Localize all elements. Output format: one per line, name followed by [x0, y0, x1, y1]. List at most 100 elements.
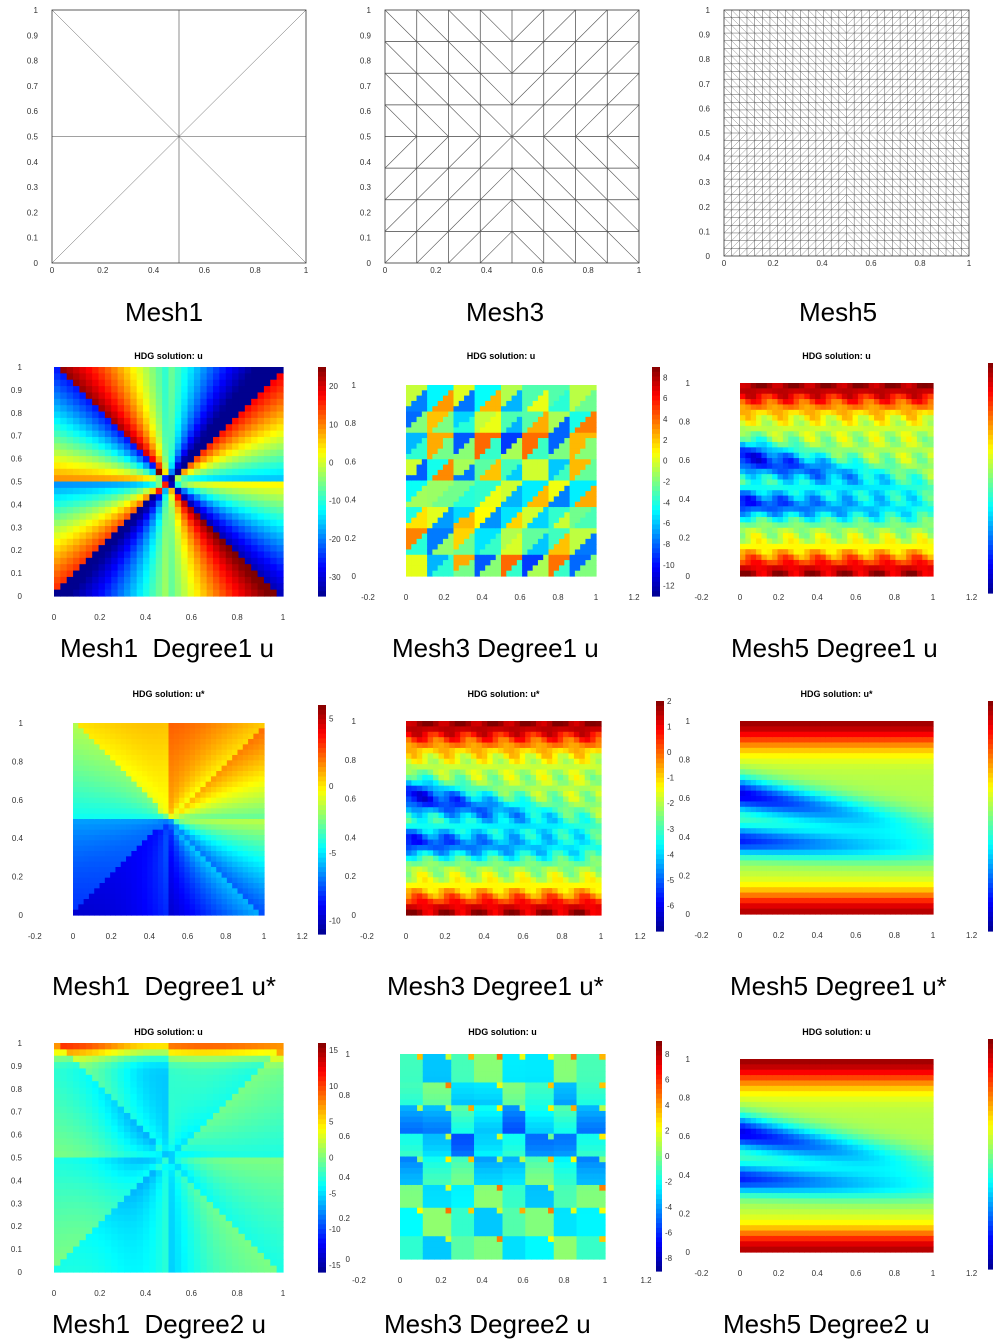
m3d1u-cell-23-13 — [527, 453, 534, 460]
m5d1u-cell-14-29 — [815, 538, 822, 545]
m5d1u-cell-15-28 — [820, 533, 827, 540]
m5d1u-cell-13-3 — [809, 399, 816, 406]
mesh5-diag-27-9 — [930, 79, 939, 88]
m1d1u-cell-6-20 — [92, 494, 100, 502]
m3d1u-cell-25-1 — [537, 390, 544, 397]
mesh5-diag-13-23 — [823, 186, 832, 195]
mesh5-diag-0-20 — [723, 163, 732, 172]
m1d1u-cell-29-11 — [238, 436, 246, 444]
m5d1u-cell-1-32 — [745, 554, 752, 561]
m1d1u-cell-30-20 — [244, 494, 252, 502]
m1d1u-cell-32-20 — [257, 494, 265, 502]
m3d1u-cell-12-1 — [469, 390, 476, 397]
m5d1u-cell-0-3 — [740, 399, 746, 406]
mesh5-diag-30-18 — [953, 148, 962, 157]
m1d1u-colorbar-seg-7 — [318, 400, 326, 406]
m5d1u-cell-5-29 — [766, 538, 773, 545]
m1d1u-cell-1-16 — [60, 468, 68, 476]
m5d1u-cell-17-31 — [831, 549, 838, 556]
mesh5-diag-8-31 — [785, 248, 794, 257]
m3d1u-cell-24-34 — [532, 565, 539, 572]
m3d1u-cell-25-23 — [537, 507, 544, 513]
m5d1u-cell-16-2 — [825, 393, 832, 400]
m3d1u-cell-16-7 — [490, 422, 497, 429]
mesh5-diag-4-13 — [754, 109, 763, 118]
m1d1u-cell-3-21 — [73, 500, 81, 508]
m3d1u-cell-19-31 — [506, 549, 513, 556]
m5d1u-cell-27-4 — [884, 404, 891, 411]
m1d1u-cell-22-26 — [193, 532, 201, 540]
m5d1u-cell-20-26 — [847, 522, 854, 529]
m3d1u-cell-0-11 — [406, 443, 412, 450]
mesh5-diag-0-22 — [723, 178, 732, 187]
m3d1u-cell-34-12 — [585, 448, 592, 455]
m3d1u-colorbar-seg-15 — [652, 438, 660, 444]
mesh3-diag-5-2 — [543, 73, 576, 106]
m3d1u-cell-7-10 — [442, 438, 449, 444]
m1d1u-cell-18-21 — [168, 500, 176, 508]
m3d1u-cell-9-5 — [453, 411, 460, 418]
mesh5-diag-1-5 — [731, 48, 740, 57]
m1d1u-cell-14-7 — [143, 411, 151, 419]
m3d1u-cell-13-30 — [474, 544, 481, 551]
m1d1u-colorbar-seg-37 — [318, 543, 326, 549]
m5d1u-cell-21-0 — [852, 383, 859, 389]
m5d1u-cell-2-29 — [750, 538, 757, 545]
m3d1u-cell-26-19 — [543, 485, 550, 492]
m1d1u-cell-31-21 — [251, 500, 259, 508]
m3d1u-cell-14-34 — [479, 565, 486, 572]
m5d1u-cell-5-0 — [766, 383, 773, 389]
mesh5-diag-4-25 — [754, 202, 763, 211]
m1d1u-cell-2-9 — [66, 424, 74, 432]
m3d1u-cell-4-35 — [427, 570, 433, 577]
m3d1u-cell-8-31 — [448, 549, 455, 556]
m1d1u-cell-13-19 — [136, 487, 144, 495]
mesh5-diag-5-0 — [762, 9, 771, 18]
m1d1u-cell-3-27 — [73, 538, 81, 546]
m3d1u-cell-9-22 — [453, 501, 460, 508]
m5d1u-cell-12-22 — [804, 500, 811, 507]
mesh5-diag-14-7 — [831, 63, 839, 72]
m3d1u-cell-21-5 — [516, 411, 523, 418]
m5d1u-cell-12-0 — [804, 383, 811, 389]
m3d1u-cell-32-24 — [574, 512, 581, 519]
m5d1u-cell-7-19 — [777, 484, 784, 491]
m5d1u-cell-7-10 — [777, 436, 784, 443]
mesh5-diag-15-31 — [838, 248, 847, 257]
m3d1u-colorbar-seg-14 — [652, 433, 660, 440]
m1d1u-cell-23-16 — [200, 468, 208, 476]
m1d1u-cell-11-2 — [123, 379, 131, 387]
m5d1u-cell-18-21 — [836, 495, 843, 502]
m3d1u-cell-28-8 — [553, 427, 560, 434]
m5d1u-cell-16-32 — [825, 554, 832, 561]
m3d1u-cell-16-16 — [490, 469, 497, 476]
m5d1u-cell-9-28 — [788, 533, 795, 540]
m1d1u-cell-0-32 — [54, 570, 61, 578]
mesh3-diag-1-6 — [416, 199, 449, 232]
m1d1u-cell-27-4 — [225, 392, 233, 400]
mesh5-diag-8-1 — [785, 17, 794, 26]
m1d1u-cell-28-9 — [232, 424, 240, 432]
m5d1u-cell-27-3 — [884, 399, 891, 406]
mesh3-diag-5-5 — [543, 167, 576, 200]
m1d1u-cell-6-16 — [92, 468, 100, 476]
m5d1u-cell-24-4 — [868, 404, 875, 411]
m1d1u-cell-10-22 — [117, 506, 125, 514]
mesh5-diag-6-29 — [769, 232, 778, 241]
m3d1u-cell-33-26 — [580, 522, 587, 529]
m3d1u-cell-17-34 — [495, 565, 502, 572]
mesh5-diag-25-10 — [915, 86, 924, 95]
m3d1u-cell-11-27 — [464, 528, 470, 535]
m1d1u-cell-19-8 — [174, 417, 182, 425]
m1d1u-cell-32-4 — [257, 392, 265, 400]
m5d1u-cell-17-21 — [831, 495, 838, 502]
m5d1u-cell-27-18 — [884, 479, 891, 486]
m3d1u-cell-32-0 — [574, 385, 581, 391]
m1d1u-cell-5-2 — [85, 379, 93, 387]
m1d1u-cell-34-35 — [270, 589, 278, 597]
mesh5-diag-20-6 — [876, 55, 885, 64]
mesh5-diag-9-6 — [792, 55, 801, 64]
m5d1u-cell-27-2 — [884, 393, 891, 400]
m1d1u-cell-7-15 — [98, 462, 106, 470]
m3d1u-colorbar-seg-25 — [652, 486, 660, 492]
